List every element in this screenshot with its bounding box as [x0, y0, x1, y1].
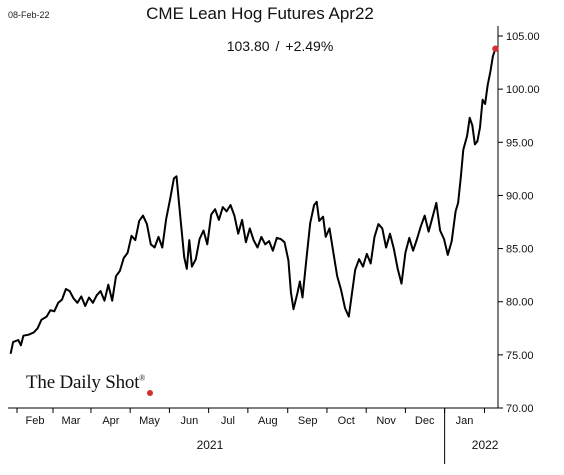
date-stamp: 08-Feb-22 [8, 10, 50, 20]
y-tick-label: 95.00 [506, 137, 534, 149]
price-change: +2.49% [285, 38, 334, 54]
x-tick-label: Mar [62, 415, 81, 427]
y-tick-label: 90.00 [506, 190, 534, 202]
price-line [9, 48, 497, 355]
y-tick-label: 70.00 [506, 403, 534, 415]
y-tick-label: 100.00 [506, 84, 540, 96]
daily-shot-logo: The Daily Shot® [26, 372, 145, 394]
year-label: 2021 [197, 438, 224, 452]
x-tick-label: Jul [221, 415, 235, 427]
registered-mark: ® [139, 373, 146, 383]
last-price: 103.80 [226, 38, 270, 54]
y-tick-label: 75.00 [506, 350, 534, 362]
price-summary: 103.80 / +2.49% [0, 38, 560, 54]
logo-text: The Daily Shot [26, 372, 140, 393]
year-label: 2022 [472, 438, 499, 452]
last-value-marker [492, 45, 499, 52]
y-tick-label: 80.00 [506, 297, 534, 309]
y-tick-label: 85.00 [506, 244, 534, 256]
x-tick-label: Jan [456, 415, 474, 427]
y-tick-label: 105.00 [506, 31, 540, 43]
chart-title: CME Lean Hog Futures Apr22 [146, 4, 374, 23]
x-tick-label: Aug [258, 415, 278, 427]
x-tick-label: Apr [102, 415, 119, 427]
logo-red-dot [147, 390, 153, 396]
x-tick-label: May [139, 415, 160, 427]
x-tick-label: Sep [298, 415, 318, 427]
summary-separator: / [275, 38, 280, 54]
x-tick-label: Jun [180, 415, 198, 427]
x-tick-label: Dec [415, 415, 435, 427]
x-tick-label: Oct [338, 415, 355, 427]
x-tick-label: Feb [26, 415, 45, 427]
x-tick-label: Nov [376, 415, 396, 427]
